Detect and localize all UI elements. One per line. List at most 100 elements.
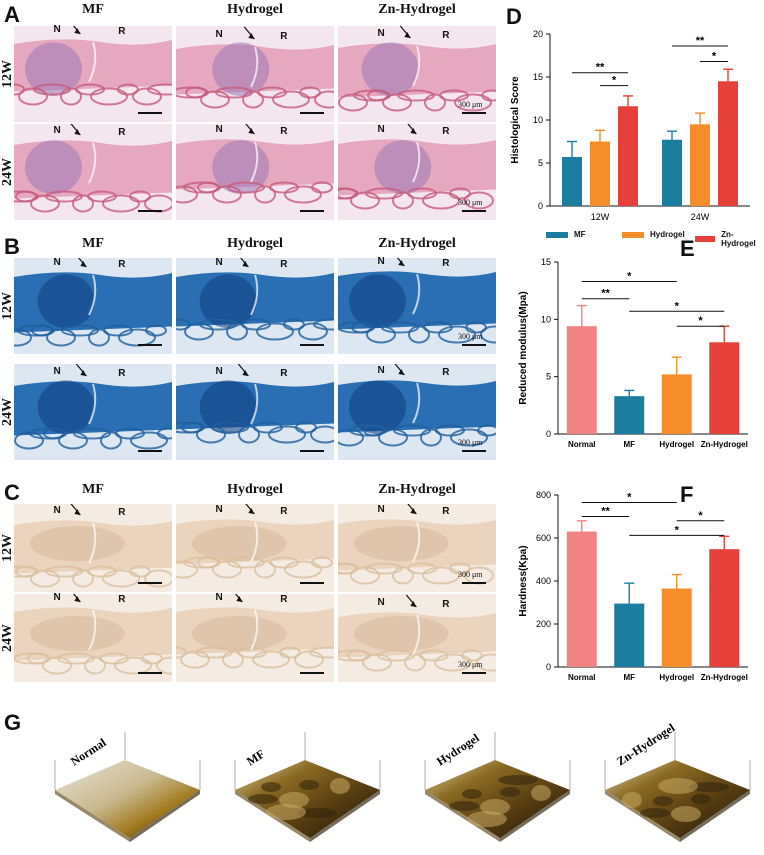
normal-region-label: N: [215, 257, 223, 268]
y-axis-label: Histological Score: [510, 76, 521, 164]
error-bar: [576, 304, 587, 327]
column-title-a-1: Hydrogel: [227, 2, 283, 17]
panel-b-letter: B: [4, 234, 20, 259]
column-title-a-2: Zn-Hydrogel: [378, 2, 456, 17]
micrograph-b-1-0: [14, 364, 172, 460]
significance-bracket: *: [581, 492, 677, 504]
error-bar: [576, 520, 587, 532]
repair-region-label: R: [118, 507, 126, 518]
micrograph-svg: [176, 258, 334, 354]
normal-region-label: N: [53, 257, 61, 268]
scale-bar: [138, 344, 162, 346]
y-tick-label: 15: [533, 72, 543, 82]
error-bar: [595, 129, 605, 142]
panel-f-letter: F: [680, 482, 694, 507]
legend-mf: MF: [546, 230, 586, 239]
column-title-b-1: Hydrogel: [227, 236, 283, 251]
afm-label: MF: [244, 747, 267, 769]
error-bar: [667, 130, 677, 140]
micrograph-svg: [14, 504, 172, 592]
significance-label: **: [601, 288, 610, 300]
error-bar: [624, 582, 635, 604]
micrograph-svg: [338, 124, 496, 220]
micrograph-c-1-1: [176, 594, 334, 682]
repair-region-label: R: [280, 506, 288, 517]
normal-region-label: N: [215, 592, 223, 603]
scale-bar: [462, 112, 486, 114]
y-tick-label: 15: [541, 257, 551, 267]
significance-bracket: **: [672, 35, 728, 47]
normal-region-label: N: [377, 365, 385, 376]
y-tick-label: 0: [538, 201, 543, 211]
bar-zn-hydrogel: [709, 342, 740, 434]
significance-label: *: [627, 492, 632, 504]
repair-region-label: R: [118, 26, 126, 37]
micrograph-svg: [14, 594, 172, 682]
significance-label: **: [596, 62, 605, 74]
significance-label: **: [696, 35, 705, 47]
scale-bar: [300, 450, 324, 452]
micrograph-a-1-2: [338, 124, 496, 220]
significance-bracket: *: [700, 51, 728, 63]
y-tick-label: 10: [541, 314, 551, 324]
repair-region-label: R: [280, 31, 288, 42]
normal-region-label: N: [377, 124, 385, 135]
x-tick-label: Hydrogel: [659, 440, 694, 449]
micrograph-a-0-0: [14, 26, 172, 122]
error-bar: [623, 95, 633, 107]
afm-label: Zn-Hydrogel: [614, 720, 678, 768]
panel-g-letter: G: [4, 710, 22, 735]
error-bar: [671, 356, 682, 375]
chart-e-reduced-modulus: 0 5 10 15 Reduced modulus(Mpa) Normal MF Hydrog…: [518, 257, 748, 449]
scale-bar-label: 300 μm: [458, 332, 483, 341]
error-bar: [567, 140, 577, 157]
micrograph-svg: [338, 594, 496, 682]
legend-hydrogel-swatch: [622, 231, 644, 238]
micrograph-svg: [14, 26, 172, 122]
bar-hydrogel-24w: [690, 124, 710, 206]
significance-label: *: [612, 75, 617, 87]
normal-region-label: N: [215, 124, 223, 135]
micrograph-c-0-2: [338, 504, 496, 592]
scale-bar: [300, 344, 324, 346]
significance-bracket: *: [629, 524, 725, 536]
repair-region-label: R: [442, 126, 450, 137]
repair-region-label: R: [442, 367, 450, 378]
afm-svg: Hydrogel: [424, 730, 571, 842]
y-tick-label: 600: [536, 533, 551, 543]
x-tick-label: MF: [623, 440, 635, 449]
scale-bar-label: 300 μm: [458, 570, 483, 579]
scale-bar: [462, 450, 486, 452]
afm-label: Normal: [68, 735, 109, 769]
repair-region-label: R: [442, 506, 450, 517]
scale-bar: [300, 210, 324, 212]
chart-f-hardness: 0 200 400 600 800 Hardness(Kpa) Normal MF Hydrog…: [518, 490, 748, 682]
x-tick-label: Zn-Hydrogel: [701, 440, 748, 449]
error-bar: [723, 68, 733, 82]
error-bar: [624, 389, 635, 397]
scale-bar: [138, 582, 162, 584]
normal-region-label: N: [215, 29, 223, 40]
error-bar: [695, 112, 705, 125]
micrograph-c-0-1: [176, 504, 334, 592]
scale-bar: [462, 344, 486, 346]
bar-mf-12w: [562, 156, 582, 206]
error-bar: [719, 535, 730, 550]
repair-region-label: R: [280, 368, 288, 379]
column-title-a-0: MF: [82, 2, 104, 17]
scale-bar: [300, 672, 324, 674]
column-title-b-2: Zn-Hydrogel: [378, 236, 456, 251]
y-tick-label: 5: [546, 372, 551, 382]
afm-svg: MF: [234, 732, 381, 842]
micrograph-svg: [176, 504, 334, 592]
bar-normal: [566, 531, 597, 667]
bar-hydrogel: [661, 588, 692, 667]
significance-label: *: [675, 524, 680, 536]
micrograph-c-1-0: [14, 594, 172, 682]
micrograph-a-0-1: [176, 26, 334, 122]
afm-surface-zn-hydrogel: Zn-Hydrogel: [590, 720, 760, 850]
column-title-b-0: MF: [82, 236, 104, 251]
scale-bar: [462, 582, 486, 584]
scale-bar-label: 300 μm: [458, 438, 483, 447]
micrograph-svg: [338, 364, 496, 460]
